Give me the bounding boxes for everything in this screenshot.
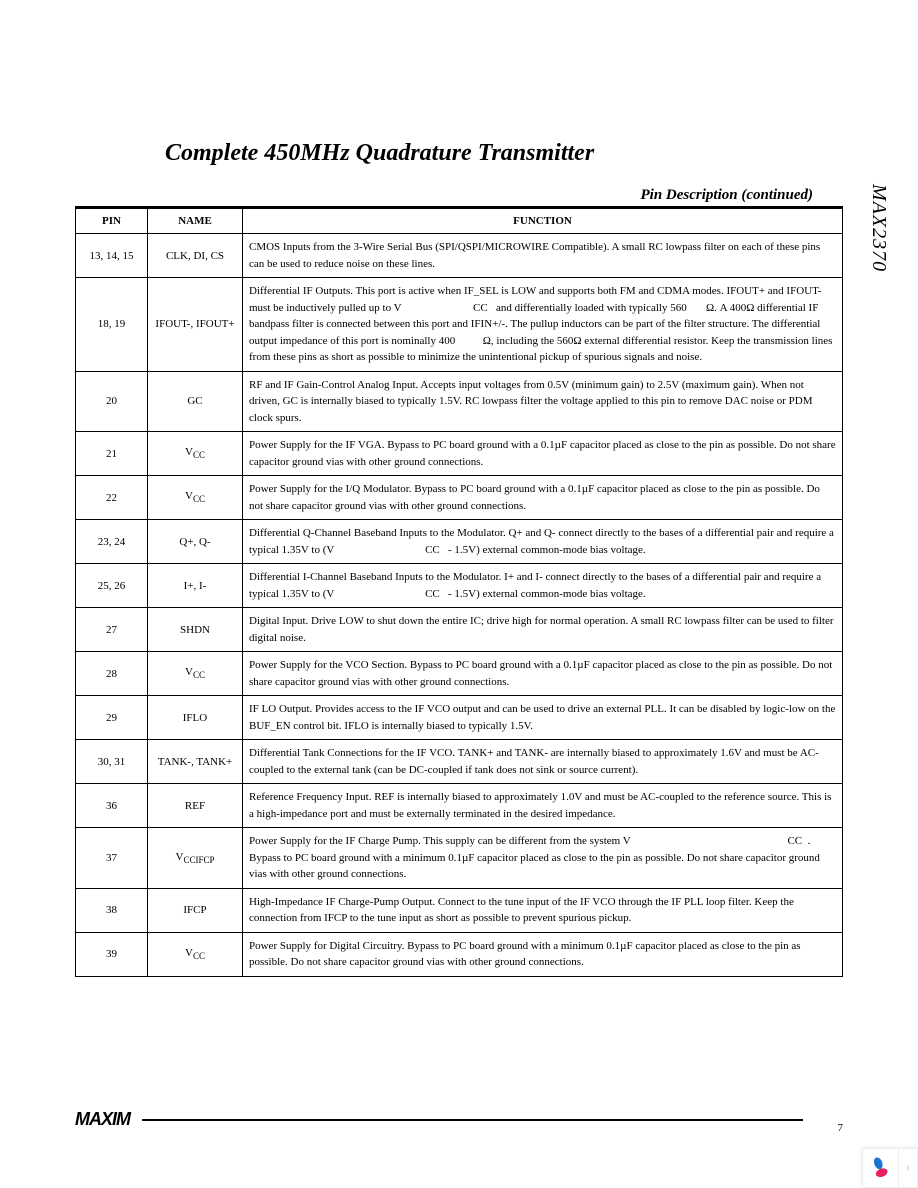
table-row: 30, 31TANK-, TANK+Differential Tank Conn… <box>76 740 843 784</box>
table-row: 38IFCPHigh-Impedance IF Charge-Pump Outp… <box>76 888 843 932</box>
pin-cell: 22 <box>76 476 148 520</box>
function-cell: Differential Tank Connections for the IF… <box>243 740 843 784</box>
function-cell: Digital Input. Drive LOW to shut down th… <box>243 608 843 652</box>
function-cell: CMOS Inputs from the 3-Wire Serial Bus (… <box>243 234 843 278</box>
name-cell: GC <box>148 371 243 432</box>
table-row: 29IFLOIF LO Output. Provides access to t… <box>76 696 843 740</box>
name-cell: REF <box>148 784 243 828</box>
pin-cell: 37 <box>76 828 148 889</box>
pin-cell: 38 <box>76 888 148 932</box>
table-row: 28VCCPower Supply for the VCO Section. B… <box>76 652 843 696</box>
name-cell: IFCP <box>148 888 243 932</box>
header-pin: PIN <box>76 209 148 234</box>
header-name: NAME <box>148 209 243 234</box>
table-row: 21VCCPower Supply for the IF VGA. Bypass… <box>76 432 843 476</box>
floating-widget[interactable]: › <box>862 1148 918 1188</box>
page-title: Complete 450MHz Quadrature Transmitter <box>165 140 843 167</box>
name-cell: VCC <box>148 432 243 476</box>
function-cell: Reference Frequency Input. REF is intern… <box>243 784 843 828</box>
subtitle-row: Pin Description (continued) <box>75 187 843 208</box>
name-cell: TANK-, TANK+ <box>148 740 243 784</box>
table-row: 13, 14, 15CLK, DI, CSCMOS Inputs from th… <box>76 234 843 278</box>
pin-cell: 18, 19 <box>76 278 148 372</box>
pin-description-table: PIN NAME FUNCTION 13, 14, 15CLK, DI, CSC… <box>75 208 843 977</box>
pin-cell: 36 <box>76 784 148 828</box>
section-subtitle: Pin Description (continued) <box>75 187 843 204</box>
table-row: 37VCCIFCPPower Supply for the IF Charge … <box>76 828 843 889</box>
pin-cell: 29 <box>76 696 148 740</box>
name-cell: VCC <box>148 652 243 696</box>
pin-cell: 27 <box>76 608 148 652</box>
table-row: 27SHDNDigital Input. Drive LOW to shut d… <box>76 608 843 652</box>
part-number-sidebar: MAX2370 <box>867 184 890 272</box>
pin-cell: 23, 24 <box>76 520 148 564</box>
function-cell: Power Supply for the VCO Section. Bypass… <box>243 652 843 696</box>
pin-cell: 28 <box>76 652 148 696</box>
page-number: 7 <box>838 1122 844 1134</box>
name-cell: VCC <box>148 476 243 520</box>
name-cell: IFLO <box>148 696 243 740</box>
table-row: 20GCRF and IF Gain-Control Analog Input.… <box>76 371 843 432</box>
pin-cell: 20 <box>76 371 148 432</box>
function-cell: Power Supply for Digital Circuitry. Bypa… <box>243 932 843 976</box>
function-cell: Differential I-Channel Baseband Inputs t… <box>243 564 843 608</box>
table-row: 25, 26I+, I-Differential I-Channel Baseb… <box>76 564 843 608</box>
footer-rule <box>142 1119 803 1121</box>
name-cell: CLK, DI, CS <box>148 234 243 278</box>
function-cell: Power Supply for the IF VGA. Bypass to P… <box>243 432 843 476</box>
name-cell: Q+, Q- <box>148 520 243 564</box>
function-cell: IF LO Output. Provides access to the IF … <box>243 696 843 740</box>
table-row: 39VCCPower Supply for Digital Circuitry.… <box>76 932 843 976</box>
table-row: 18, 19IFOUT-, IFOUT+Differential IF Outp… <box>76 278 843 372</box>
function-cell: Differential IF Outputs. This port is ac… <box>243 278 843 372</box>
function-cell: Power Supply for the IF Charge Pump. Thi… <box>243 828 843 889</box>
name-cell: I+, I- <box>148 564 243 608</box>
pin-cell: 13, 14, 15 <box>76 234 148 278</box>
pin-cell: 21 <box>76 432 148 476</box>
table-row: 36REFReference Frequency Input. REF is i… <box>76 784 843 828</box>
name-cell: VCCIFCP <box>148 828 243 889</box>
function-cell: Differential Q-Channel Baseband Inputs t… <box>243 520 843 564</box>
name-cell: SHDN <box>148 608 243 652</box>
table-row: 22VCCPower Supply for the I/Q Modulator.… <box>76 476 843 520</box>
widget-icon[interactable] <box>863 1149 898 1187</box>
pin-cell: 25, 26 <box>76 564 148 608</box>
name-cell: IFOUT-, IFOUT+ <box>148 278 243 372</box>
page-footer: MAXIM 7 <box>75 1109 843 1130</box>
name-cell: VCC <box>148 932 243 976</box>
function-cell: RF and IF Gain-Control Analog Input. Acc… <box>243 371 843 432</box>
widget-arrow[interactable]: › <box>898 1149 917 1187</box>
table-row: 23, 24Q+, Q-Differential Q-Channel Baseb… <box>76 520 843 564</box>
function-cell: Power Supply for the I/Q Modulator. Bypa… <box>243 476 843 520</box>
header-function: FUNCTION <box>243 209 843 234</box>
function-cell: High-Impedance IF Charge-Pump Output. Co… <box>243 888 843 932</box>
pin-cell: 30, 31 <box>76 740 148 784</box>
maxim-logo: MAXIM <box>75 1109 130 1130</box>
pin-cell: 39 <box>76 932 148 976</box>
